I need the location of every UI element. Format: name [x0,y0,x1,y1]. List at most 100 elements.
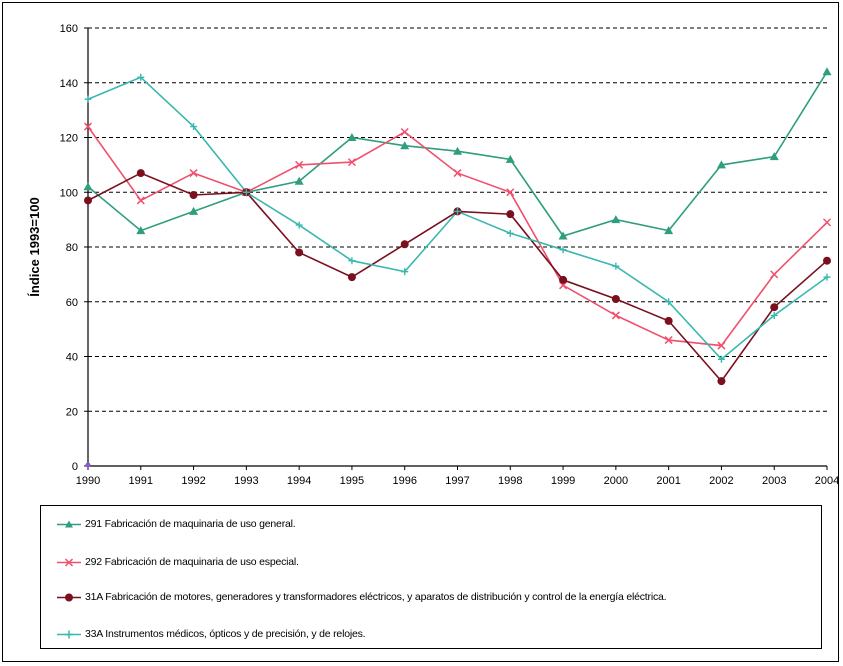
series-lines [87,71,828,383]
data-point-circle [664,316,673,325]
data-point-circle [717,377,726,386]
data-point-triangle [769,152,779,161]
data-point-plus [190,123,198,131]
x-tick-label: 1990 [76,475,100,487]
legend: 291 Fabricación de maquinaria de uso gen… [40,505,822,649]
data-point-x [611,311,620,320]
data-point-plus [401,268,409,276]
data-point-triangle [83,182,93,191]
data-point-circle [347,273,356,282]
data-point-triangle [453,146,462,155]
data-point-triangle [558,231,568,240]
legend-item-33a: 33A Instrumentos médicos, ópticos y de p… [57,628,811,641]
data-point-x [295,160,304,169]
y-tick-label: 120 [60,133,78,145]
x-tick-label: 1995 [340,475,364,487]
data-point-circle [400,240,409,249]
data-point-plus [506,229,514,237]
data-point-circle [823,256,831,265]
data-point-plus [348,257,356,265]
y-tick-label: 100 [60,187,78,199]
data-point-triangle [822,67,832,76]
data-point-plus [242,188,250,196]
data-point-circle [506,210,515,219]
data-point-plus [295,221,303,229]
y-tick-label: 140 [60,78,78,90]
data-point-circle [189,190,198,199]
x-tick-label: 1994 [287,475,311,487]
data-point-circle [84,196,92,205]
data-point-triangle [400,141,410,150]
y-tick-label: 20 [66,406,78,418]
data-point-plus [612,262,620,270]
data-point-x [400,127,409,137]
x-tick-label: 1996 [392,475,416,487]
x-tick-label: 2004 [815,475,839,487]
legend-swatch-circle-icon [57,593,81,602]
data-point-plus [559,246,567,254]
data-point-plus [823,273,831,281]
legend-swatch-x-icon [57,558,81,567]
x-tick-labels: 1990 1991 1992 1993 1994 1995 1996 1997 1998 1999… [76,466,839,487]
x-tick-label: 1997 [445,475,469,487]
data-point-plus [770,311,778,319]
data-point-x [717,341,726,350]
data-point-triangle [611,215,621,224]
data-point-circle [559,275,568,284]
series-markers [83,67,832,386]
x-tick-label: 2000 [604,475,628,487]
data-point-x [506,188,515,197]
data-point-triangle [189,206,199,215]
x-tick-label: 2003 [762,475,786,487]
data-point-plus [665,298,673,306]
legend-item-291: 291 Fabricación de maquinaria de uso gen… [57,518,811,531]
x-tick-label: 1993 [234,475,258,487]
data-point-x [770,270,779,279]
y-tick-label: 60 [66,297,78,309]
data-point-x [83,122,93,131]
x-tick-label: 1992 [181,475,205,487]
y-axis-title: Índice 1993=100 [27,197,42,296]
data-point-plus [717,355,725,363]
data-point-circle [611,295,620,304]
data-point-x [822,218,832,227]
data-point-circle [770,303,779,312]
data-point-triangle [716,160,726,169]
legend-label: 292 Fabricación de maquinaria de uso esp… [85,556,299,568]
data-point-triangle [505,154,515,163]
data-point-triangle [664,226,674,235]
gridlines [84,27,827,467]
legend-item-292: 292 Fabricación de maquinaria de uso esp… [57,556,811,569]
y-tick-labels: 0 20 40 60 80 100 120 140 160 [60,23,78,473]
x-tick-label: 1999 [551,475,575,487]
data-point-x [189,169,198,178]
legend-swatch-triangle-icon [57,520,81,528]
y-tick-label: 160 [60,23,78,35]
data-point-plus [454,207,461,215]
data-point-x [664,336,673,345]
x-tick-label: 2001 [656,475,680,487]
data-point-x [347,158,356,167]
data-point-triangle [136,226,146,235]
series-line-2 [87,172,828,383]
x-tick-label: 2002 [709,475,733,487]
legend-item-31a: 31A Fabricación de motores, generadores … [57,591,811,604]
legend-label: 291 Fabricación de maquinaria de uso gen… [85,518,296,530]
legend-label: 31A Fabricación de motores, generadores … [85,591,667,603]
y-tick-label: 40 [66,352,78,364]
x-tick-label: 1998 [498,475,522,487]
y-tick-label: 0 [72,461,78,473]
series-line-3 [87,76,828,361]
data-point-circle [295,248,304,257]
data-point-plus [84,95,92,103]
data-point-plus [137,73,145,81]
legend-label: 33A Instrumentos médicos, ópticos y de p… [85,628,366,640]
origin-marker [85,462,91,468]
data-point-triangle [347,133,357,141]
data-point-circle [136,169,145,178]
data-point-triangle [294,176,304,185]
axes [87,28,827,467]
data-point-x [136,196,145,205]
y-tick-label: 80 [66,242,78,254]
